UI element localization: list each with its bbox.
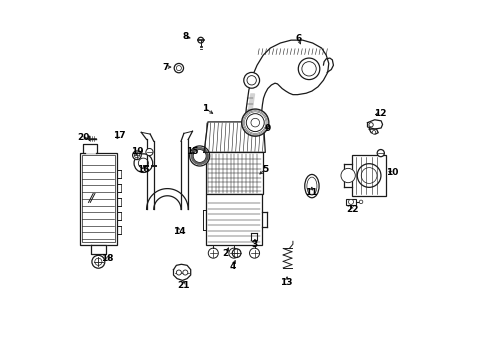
Text: 15: 15 — [185, 147, 198, 156]
Circle shape — [176, 66, 181, 71]
Polygon shape — [323, 58, 333, 72]
Circle shape — [138, 158, 148, 168]
Polygon shape — [91, 244, 105, 253]
Circle shape — [376, 149, 384, 157]
Text: 4: 4 — [229, 262, 236, 271]
Text: 12: 12 — [373, 109, 386, 118]
Polygon shape — [83, 144, 97, 153]
Bar — [80, 153, 117, 244]
Text: 10: 10 — [385, 168, 398, 177]
Polygon shape — [246, 94, 254, 128]
Circle shape — [132, 151, 141, 159]
Polygon shape — [244, 40, 328, 130]
Text: 8: 8 — [182, 32, 188, 41]
Text: 22: 22 — [345, 205, 358, 214]
Text: 16: 16 — [137, 165, 149, 174]
Text: 11: 11 — [304, 188, 316, 197]
Circle shape — [228, 248, 239, 258]
Text: 18: 18 — [101, 255, 114, 264]
Circle shape — [232, 249, 241, 257]
Circle shape — [301, 62, 316, 76]
Circle shape — [92, 255, 104, 268]
Text: 9: 9 — [264, 123, 270, 132]
Circle shape — [174, 63, 183, 73]
Circle shape — [134, 153, 139, 158]
Text: 5: 5 — [262, 165, 268, 174]
Text: 17: 17 — [113, 131, 126, 140]
Circle shape — [244, 72, 259, 88]
Circle shape — [208, 248, 218, 258]
Circle shape — [145, 148, 153, 156]
Polygon shape — [146, 189, 188, 210]
Circle shape — [249, 248, 259, 258]
Circle shape — [298, 58, 319, 80]
Text: 6: 6 — [295, 34, 301, 43]
Text: 21: 21 — [177, 281, 189, 290]
Circle shape — [359, 200, 362, 204]
Ellipse shape — [306, 177, 316, 195]
Circle shape — [241, 109, 268, 136]
Text: 19: 19 — [130, 147, 143, 156]
Bar — [345, 199, 356, 205]
Bar — [351, 155, 386, 196]
Circle shape — [193, 149, 206, 162]
Circle shape — [361, 168, 376, 183]
Bar — [206, 152, 262, 194]
Circle shape — [95, 258, 102, 265]
Circle shape — [246, 76, 256, 85]
Text: 3: 3 — [251, 240, 257, 249]
Circle shape — [340, 168, 355, 183]
Circle shape — [368, 123, 372, 127]
Text: 20: 20 — [77, 133, 89, 142]
Circle shape — [134, 154, 152, 172]
Polygon shape — [367, 120, 382, 129]
Circle shape — [176, 270, 181, 275]
Circle shape — [348, 199, 353, 204]
Circle shape — [189, 146, 209, 166]
Circle shape — [183, 270, 187, 275]
Ellipse shape — [304, 175, 319, 198]
Bar — [81, 155, 115, 242]
Circle shape — [250, 118, 259, 127]
Text: 7: 7 — [162, 63, 168, 72]
Circle shape — [371, 131, 375, 134]
Circle shape — [357, 164, 380, 187]
Text: 14: 14 — [173, 228, 185, 237]
Text: 1: 1 — [202, 104, 208, 113]
Text: 13: 13 — [280, 278, 292, 287]
Circle shape — [198, 37, 203, 43]
Polygon shape — [173, 264, 190, 280]
Polygon shape — [203, 122, 265, 152]
Text: 2: 2 — [222, 249, 228, 258]
Bar — [206, 194, 261, 245]
Polygon shape — [368, 129, 378, 134]
Circle shape — [246, 114, 264, 132]
